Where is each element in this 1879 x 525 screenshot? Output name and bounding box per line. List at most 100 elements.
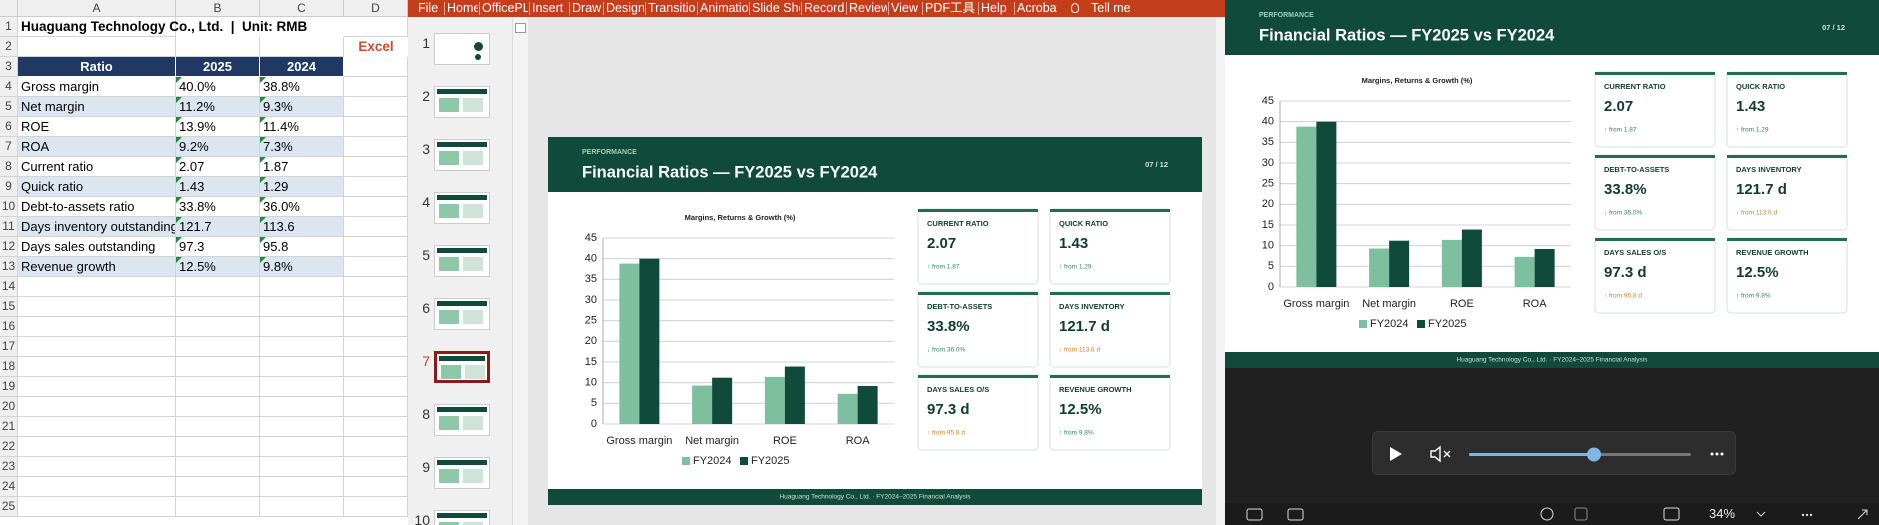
cell	[18, 477, 176, 497]
thumb-content	[439, 522, 459, 525]
cell	[260, 377, 344, 397]
text-number-flag	[260, 257, 266, 263]
header-cell: Ratio	[18, 57, 176, 77]
ribbon-tab[interactable]: View	[891, 1, 918, 15]
play-button[interactable]	[1390, 447, 1402, 461]
row-header: 8	[0, 157, 18, 177]
scroll-arrow[interactable]	[515, 23, 526, 33]
tab-separator	[1014, 2, 1015, 15]
ribbon-tab[interactable]: File	[418, 1, 439, 15]
y-tick-label: 10	[1262, 240, 1274, 252]
kpi-delta: ↑ from 95.8 d	[927, 430, 965, 437]
text-number-flag	[176, 257, 182, 263]
ribbon-tab[interactable]: Review	[849, 1, 887, 15]
progress-thumb[interactable]	[1587, 447, 1601, 462]
ribbon-tab[interactable]: Record	[804, 1, 845, 15]
more-button[interactable]	[1801, 513, 1813, 517]
ribbon-tab[interactable]: Design	[606, 1, 644, 15]
kpi-delta: ↑ from 1.87	[1604, 127, 1637, 134]
ribbon-tab[interactable]: Insert	[532, 1, 564, 15]
slide-thumbnail[interactable]	[434, 404, 490, 436]
kpi-label: REVENUE GROWTH	[1736, 248, 1809, 257]
row-header: 25	[0, 497, 18, 517]
cell	[260, 277, 344, 297]
progress-fill	[1469, 453, 1594, 456]
cell	[176, 297, 260, 317]
slide-thumbnail[interactable]	[434, 33, 490, 65]
info-button[interactable]	[1540, 507, 1554, 521]
slide-thumbnail[interactable]	[434, 192, 490, 224]
edit-button[interactable]	[1574, 507, 1588, 521]
caption-button[interactable]	[1246, 508, 1263, 521]
kpi-value: 12.5%	[1059, 401, 1102, 418]
kpi-value: 121.7 d	[1736, 181, 1787, 198]
mute-button[interactable]	[1430, 445, 1451, 463]
text-number-flag	[176, 217, 182, 223]
label-cell: Days sales outstanding	[18, 237, 176, 257]
y-tick-label: 20	[585, 335, 597, 347]
slide-number: 7	[422, 353, 430, 369]
cell	[18, 337, 176, 357]
cell	[18, 17, 176, 37]
ribbon-tab[interactable]: Transitio	[648, 1, 696, 15]
cell	[176, 377, 260, 397]
cell	[344, 377, 408, 397]
kpi-delta: ↑ from 9.8%	[1736, 293, 1771, 300]
slide-thumbnail[interactable]	[434, 86, 490, 118]
more-button[interactable]	[1710, 452, 1724, 456]
sheet-tag: Excel	[344, 37, 408, 57]
zoom-dropdown[interactable]	[1756, 511, 1766, 517]
slide-thumbnail[interactable]	[434, 139, 490, 171]
kpi-accent	[1595, 155, 1715, 158]
fullscreen-button[interactable]	[1857, 509, 1868, 520]
bar	[1441, 239, 1462, 287]
value-cell: 97.3	[176, 237, 260, 257]
tab-separator	[697, 2, 698, 15]
bar	[1389, 240, 1410, 287]
row-header: 16	[0, 317, 18, 337]
ribbon-tab[interactable]: Home	[447, 1, 478, 15]
cell	[344, 177, 408, 197]
slide-footer	[548, 489, 1202, 505]
kpi-label: QUICK RATIO	[1736, 82, 1785, 91]
cell	[176, 357, 260, 377]
ribbon-tab[interactable]: OfficePL	[482, 1, 528, 15]
ribbon-tab[interactable]: PDF工具	[925, 1, 976, 15]
slide-thumbnail[interactable]	[434, 245, 490, 277]
slide-thumbnail[interactable]	[434, 351, 490, 383]
kpi-value: 121.7 d	[1059, 318, 1110, 335]
ribbon-tab[interactable]: Slide Sho	[752, 1, 800, 15]
ribbon-tab[interactable]: Acrobat	[1017, 1, 1057, 15]
legend-swatch	[1417, 320, 1425, 328]
y-tick-label: 35	[1262, 136, 1274, 148]
view-button[interactable]	[1287, 508, 1304, 521]
corner	[0, 0, 18, 17]
ribbon-tab[interactable]: Help	[981, 1, 1007, 15]
slide-thumbnail[interactable]	[434, 298, 490, 330]
cell	[176, 277, 260, 297]
cell	[344, 417, 408, 437]
kpi-delta: ↑ from 95.8 d	[1604, 293, 1642, 300]
row-header: 15	[0, 297, 18, 317]
label-cell: ROA	[18, 137, 176, 157]
slide-thumbnail[interactable]	[434, 510, 490, 525]
kpi-label: DEBT-TO-ASSETS	[927, 302, 992, 311]
y-tick-label: 45	[585, 232, 597, 244]
ribbon-tab[interactable]: Animatio	[700, 1, 748, 15]
text-number-flag	[260, 177, 266, 183]
text-number-flag	[260, 237, 266, 243]
slide-number: 9	[422, 459, 430, 475]
value-cell: 12.5%	[176, 257, 260, 277]
thumb-header	[437, 89, 487, 94]
value-cell: 95.8	[260, 237, 344, 257]
slide-thumbnail[interactable]	[434, 457, 490, 489]
kpi-value: 1.43	[1059, 235, 1088, 252]
tell-me-icon	[1071, 3, 1079, 13]
ribbon-tab[interactable]: Draw	[572, 1, 602, 15]
snapshot-button[interactable]	[1663, 507, 1680, 521]
x-tick-label: Gross margin	[1283, 298, 1349, 310]
cell	[260, 37, 344, 57]
value-cell: 121.7	[176, 217, 260, 237]
tell-me[interactable]: Tell me	[1091, 1, 1131, 15]
